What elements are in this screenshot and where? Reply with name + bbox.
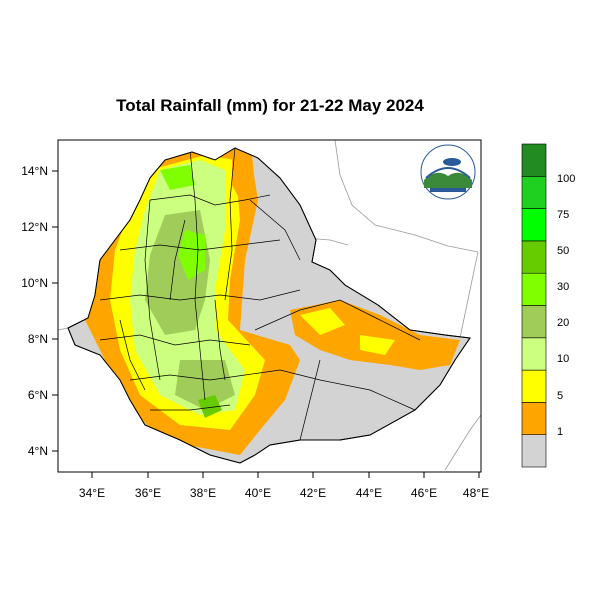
lon-tick-label: 42°E [300,486,326,500]
colorbar-swatch [521,434,547,468]
colorbar-label: 1 [557,426,563,438]
lon-tick-label: 44°E [356,486,382,500]
admin-boundaries [99,148,421,441]
colorbar-swatch [521,369,547,403]
map-area [58,140,481,471]
agency-logo [420,144,476,200]
colorbar-label: 75 [557,209,569,221]
lat-tick-label: 6°N [28,388,48,402]
axis-ticks [52,170,480,478]
neighbor-boundaries [58,140,481,471]
colorbar-swatch [521,337,547,371]
lat-tick-label: 12°N [21,220,48,234]
lon-tick-label: 46°E [411,486,437,500]
colorbar-label: 5 [557,390,563,402]
lon-tick-label: 34°E [79,486,105,500]
lon-tick-label: 38°E [190,486,216,500]
colorbar-labels: 1 5 10 20 30 50 75 100 [557,173,575,438]
colorbar-swatch [521,305,547,339]
plot-frame [57,139,482,473]
colorbar-label: 20 [557,317,569,329]
colorbar-label: 30 [557,281,569,293]
lon-tick-label: 48°E [463,486,489,500]
map-title: Total Rainfall (mm) for 21-22 May 2024 [116,96,424,115]
lat-tick-label: 10°N [21,276,48,290]
colorbar-swatch [521,240,547,274]
lat-tick-label: 8°N [28,332,48,346]
colorbar-label: 50 [557,245,569,257]
lat-tick-label: 14°N [21,164,48,178]
colorbar [521,143,547,468]
lon-tick-label: 36°E [135,486,161,500]
colorbar-swatch [521,402,547,435]
colorbar-label: 10 [557,353,569,365]
colorbar-swatch [521,272,547,306]
colorbar-swatch [521,208,547,242]
lat-tick-label: 4°N [28,444,48,458]
colorbar-swatch [521,176,547,209]
colorbar-label: 100 [557,173,575,185]
lon-tick-label: 40°E [245,486,271,500]
colorbar-swatch [521,143,547,177]
